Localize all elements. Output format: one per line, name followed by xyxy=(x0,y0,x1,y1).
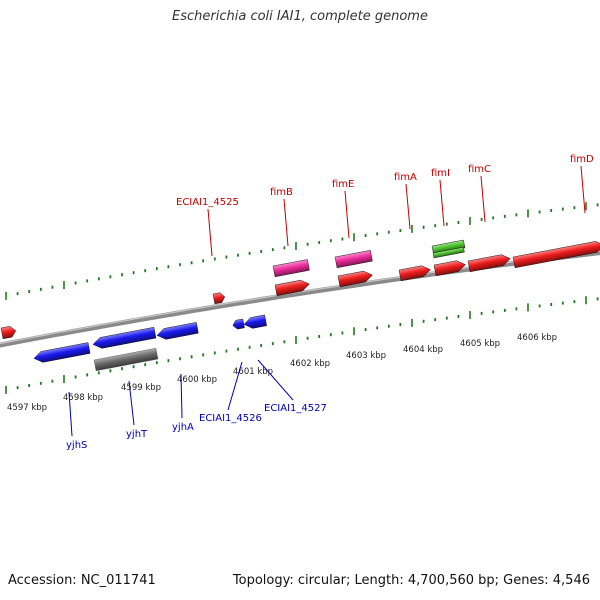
gene-yjhT xyxy=(92,327,157,349)
accession-label: Accession: NC_011741 xyxy=(8,573,156,588)
gene-label-ECIAI1_4525: ECIAI1_4525 xyxy=(176,197,239,208)
gene-label-fimC: fimC xyxy=(468,164,491,175)
scale-label: 4597 kbp xyxy=(7,403,47,413)
gene-yjhT-shape xyxy=(92,327,157,349)
gene-fimA-shape xyxy=(398,265,431,282)
gene-label-yjhA: yjhA xyxy=(172,422,194,433)
gene-ECIAI1_4527 xyxy=(243,314,267,329)
genome-title: Escherichia coli IAI1, complete genome xyxy=(172,9,428,24)
feature-fimI-upper xyxy=(431,239,466,255)
leader-line xyxy=(439,179,445,227)
gene-yjhS-shape xyxy=(33,342,91,363)
scale-label: 4604 kbp xyxy=(403,345,443,355)
feature-fimI-upper-shape xyxy=(431,239,466,255)
reverse-tick-track xyxy=(5,296,599,394)
gene-ECIAI1_4525-shape xyxy=(212,292,225,305)
gene-fimI-shape xyxy=(433,260,466,277)
gene-fimB xyxy=(274,279,310,297)
leader-line xyxy=(405,183,411,230)
gene-fimC-shape xyxy=(467,254,511,273)
scale-label: 4602 kbp xyxy=(290,359,330,369)
scale-label: 4599 kbp xyxy=(121,383,161,393)
feature-fimE-region-shape xyxy=(334,250,373,269)
gene-ECIAI1_4526 xyxy=(232,318,245,330)
gene-yjhA-shape xyxy=(156,322,199,340)
feature-fimE-region xyxy=(334,250,373,269)
gene-label-fimE: fimE xyxy=(332,179,354,190)
gene-label-fimB: fimB xyxy=(270,187,293,198)
feature-fimI-lower xyxy=(432,246,465,259)
gene-left-forward-shape xyxy=(0,326,17,340)
feature-fimI-lower-shape xyxy=(432,246,465,259)
gene-fimC xyxy=(467,254,511,273)
leader-line xyxy=(344,190,350,239)
gene-fimD-shape xyxy=(512,241,600,269)
forward-tick-track xyxy=(5,202,599,300)
scale-label: 4606 kbp xyxy=(517,333,557,343)
scale-label: 4605 kbp xyxy=(460,339,500,349)
gene-fimD xyxy=(512,241,600,269)
gene-yjhS xyxy=(33,342,91,363)
scale-label: 4598 kbp xyxy=(63,393,103,403)
leader-line xyxy=(207,208,213,257)
gene-ECIAI1_4525 xyxy=(212,292,225,305)
gene-label-ECIAI1_4527: ECIAI1_4527 xyxy=(264,403,327,414)
gene-yjhA xyxy=(156,322,199,340)
scale-label: 4603 kbp xyxy=(346,351,386,361)
leader-line xyxy=(580,165,586,214)
leader-line xyxy=(257,359,294,401)
gene-fimB-shape xyxy=(274,279,310,297)
gene-label-fimI: fimI xyxy=(431,168,450,179)
leader-line xyxy=(227,361,243,411)
genome-summary-label: Topology: circular; Length: 4,700,560 bp… xyxy=(232,573,590,588)
feature-gray-block-shape xyxy=(93,348,159,372)
gene-label-fimD: fimD xyxy=(570,154,594,165)
feature-gray-block xyxy=(93,348,159,372)
leader-line xyxy=(283,198,289,247)
gene-ECIAI1_4526-shape xyxy=(232,318,245,330)
feature-fimB-region-shape xyxy=(272,259,310,278)
gene-fimE xyxy=(337,270,373,288)
gene-fimA xyxy=(398,265,431,282)
leader-line xyxy=(128,380,135,426)
gene-left-forward xyxy=(0,326,17,340)
gene-ECIAI1_4527-shape xyxy=(243,314,267,329)
leader-line xyxy=(180,373,183,419)
scale-label: 4600 kbp xyxy=(177,375,217,385)
gene-label-yjhS: yjhS xyxy=(66,440,87,451)
feature-fimB-region xyxy=(272,259,310,278)
gene-fimE-shape xyxy=(337,270,373,288)
leader-line xyxy=(68,391,73,437)
gene-label-fimA: fimA xyxy=(394,172,417,183)
gene-fimI xyxy=(433,260,466,277)
gene-label-ECIAI1_4526: ECIAI1_4526 xyxy=(199,413,262,424)
gene-label-yjhT: yjhT xyxy=(126,429,148,440)
leader-line xyxy=(480,175,486,223)
scale-label: 4601 kbp xyxy=(233,367,273,377)
